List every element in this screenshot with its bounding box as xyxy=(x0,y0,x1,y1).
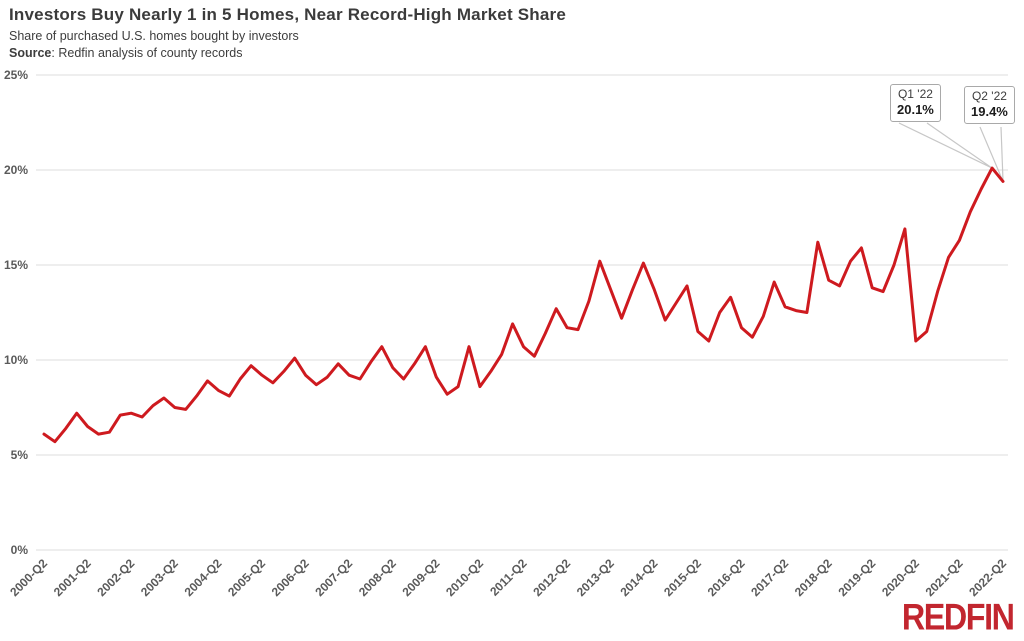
callout-q2-label: Q2 '22 xyxy=(971,89,1007,103)
x-tick-label: 2011-Q2 xyxy=(487,556,530,599)
callout-q2-value: 19.4% xyxy=(971,104,1008,119)
chart-subtitle: Share of purchased U.S. homes bought by … xyxy=(9,29,299,43)
source-label: Source xyxy=(9,46,52,60)
chart-header: Investors Buy Nearly 1 in 5 Homes, Near … xyxy=(9,5,566,60)
x-tick-label: 2018-Q2 xyxy=(792,556,835,599)
x-tick-label: 2001-Q2 xyxy=(51,556,94,599)
x-tick-label: 2021-Q2 xyxy=(923,556,966,599)
x-tick-label: 2022-Q2 xyxy=(966,556,1009,599)
callout-connector xyxy=(979,126,1004,182)
x-tick-label: 2002-Q2 xyxy=(94,556,137,599)
y-tick-label: 15% xyxy=(4,258,28,272)
y-tick-label: 20% xyxy=(4,163,28,177)
x-tick-label: 2007-Q2 xyxy=(312,556,355,599)
x-tick-label: 2017-Q2 xyxy=(748,556,791,599)
x-tick-label: 2012-Q2 xyxy=(530,556,573,599)
x-tick-label: 2003-Q2 xyxy=(138,556,181,599)
x-tick-label: 2004-Q2 xyxy=(182,556,225,599)
y-tick-label: 0% xyxy=(11,543,29,557)
y-tick-label: 10% xyxy=(4,353,28,367)
y-tick-label: 25% xyxy=(4,68,28,82)
series-line xyxy=(42,166,1005,444)
x-tick-label: 2008-Q2 xyxy=(356,556,399,599)
callout-q2-2022: Q2 '22 19.4% xyxy=(964,86,1015,125)
x-tick-label: 2020-Q2 xyxy=(879,556,922,599)
callout-q1-value: 20.1% xyxy=(897,102,934,117)
redfin-logo: REDFIN xyxy=(902,597,1015,639)
x-tick-label: 2014-Q2 xyxy=(617,556,660,599)
x-tick-label: 2016-Q2 xyxy=(705,556,748,599)
x-tick-label: 2009-Q2 xyxy=(400,556,443,599)
x-tick-label: 2015-Q2 xyxy=(661,556,704,599)
x-tick-label: 2010-Q2 xyxy=(443,556,486,599)
source-text: : Redfin analysis of county records xyxy=(51,46,243,60)
chart-title: Investors Buy Nearly 1 in 5 Homes, Near … xyxy=(9,5,566,24)
x-tick-label: 2006-Q2 xyxy=(269,556,312,599)
y-tick-label: 5% xyxy=(11,448,29,462)
chart-source: Source: Redfin analysis of county record… xyxy=(9,46,566,60)
x-tick-label: 2019-Q2 xyxy=(835,556,878,599)
x-tick-label: 2013-Q2 xyxy=(574,556,617,599)
x-tick-label: 2005-Q2 xyxy=(225,556,268,599)
callout-connector xyxy=(898,122,993,169)
callout-q1-label: Q1 '22 xyxy=(897,87,933,101)
callout-q1-2022: Q1 '22 20.1% xyxy=(890,84,941,123)
x-tick-label: 2000-Q2 xyxy=(7,556,50,599)
